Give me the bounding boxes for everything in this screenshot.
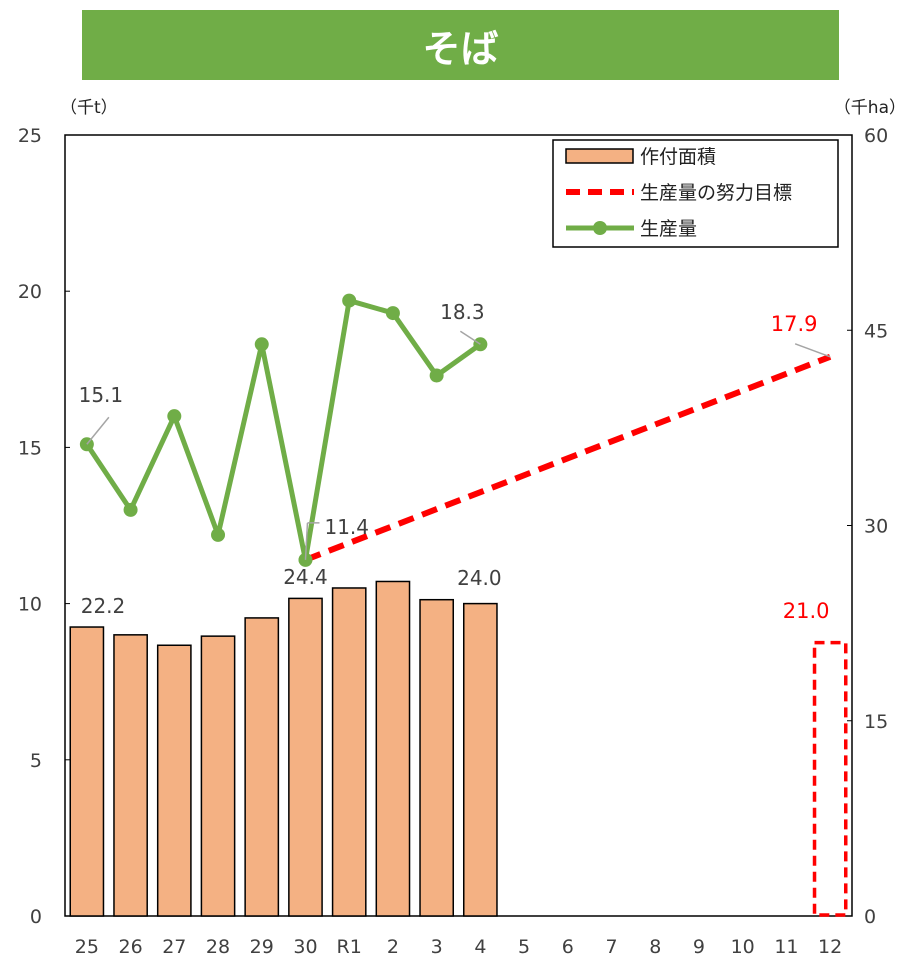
x-tick-label: R1	[337, 936, 362, 958]
bar-series-planted-area	[69, 580, 498, 917]
x-tick-label: 28	[206, 936, 230, 958]
bar	[375, 580, 411, 917]
x-tick-label: 4	[474, 936, 486, 958]
x-tick-label: 3	[431, 936, 443, 958]
x-tick-label: 26	[118, 936, 142, 958]
right-tick-label: 30	[864, 516, 888, 538]
production-marker	[385, 306, 400, 321]
bar	[462, 602, 498, 917]
production-line	[84, 298, 482, 563]
left-axis-unit: （千t）	[60, 98, 118, 118]
legend-label: 生産量	[640, 218, 697, 240]
x-tick-label: 8	[649, 936, 661, 958]
target-bar-series	[812, 640, 848, 917]
left-tick-label: 20	[18, 281, 42, 303]
x-tick-label: 29	[250, 936, 274, 958]
left-tick-label: 0	[30, 906, 42, 928]
x-tick-label: 11	[774, 936, 798, 958]
bar	[69, 626, 105, 917]
x-tick-label: 7	[605, 936, 617, 958]
x-tick-label: 2	[387, 936, 399, 958]
leader-line	[794, 343, 831, 358]
chart-title: そば	[82, 10, 839, 80]
data-label: 18.3	[440, 300, 485, 324]
x-tick-label: 30	[293, 936, 317, 958]
bar	[331, 587, 367, 917]
data-label: 17.9	[771, 312, 818, 336]
right-axis-ticks: 0 15 30 45 60	[847, 125, 888, 928]
leader-line	[459, 330, 481, 345]
x-tick-label: 27	[162, 936, 186, 958]
leader-line	[304, 522, 309, 560]
production-line-series	[79, 293, 488, 567]
left-tick-label: 15	[18, 437, 42, 459]
left-tick-label: 5	[30, 750, 42, 772]
x-tick-label: 5	[518, 936, 530, 958]
target-line	[304, 354, 832, 563]
legend-label: 作付面積	[640, 146, 716, 168]
legend-swatch-bar	[565, 148, 634, 164]
data-label: 24.4	[283, 565, 328, 589]
production-marker	[342, 293, 357, 308]
bar	[288, 597, 323, 917]
legend-swatch-marker	[593, 221, 607, 235]
bar	[244, 617, 280, 917]
legend-label: 生産量の努力目標	[640, 182, 792, 204]
bar	[113, 634, 148, 917]
data-label: 22.2	[81, 594, 126, 618]
bar	[200, 635, 236, 917]
left-tick-label: 25	[18, 125, 42, 147]
right-tick-label: 15	[864, 711, 888, 733]
right-axis-unit: （千ha）	[834, 98, 906, 118]
x-tick-label: 9	[693, 936, 705, 958]
x-axis-ticks: 25 26 27 28 29 30 R1 2 3 4 5 6 7 8 9 10 11 12	[75, 936, 842, 958]
data-label: 24.0	[457, 566, 502, 590]
plot-area	[64, 134, 853, 917]
leader-line	[86, 416, 110, 445]
target-line-series	[304, 354, 832, 563]
x-tick-label: 25	[75, 936, 99, 958]
production-marker	[123, 502, 138, 517]
x-tick-label: 10	[731, 936, 755, 958]
production-marker	[167, 409, 182, 424]
production-marker	[429, 368, 444, 383]
bar	[419, 598, 455, 917]
x-tick-label: 6	[562, 936, 574, 958]
x-tick-label: 12	[818, 936, 842, 958]
data-label: 15.1	[79, 383, 124, 407]
bar	[156, 644, 192, 917]
left-axis-ticks: 0 5 10 15 20 25	[18, 125, 70, 928]
production-marker	[254, 337, 269, 352]
right-tick-label: 0	[864, 906, 876, 928]
right-tick-label: 60	[864, 125, 888, 147]
data-label: 21.0	[783, 599, 830, 623]
left-tick-label: 10	[18, 594, 42, 616]
data-label: 11.4	[324, 515, 369, 539]
right-tick-label: 45	[864, 320, 888, 342]
production-marker	[211, 527, 226, 542]
data-labels: 15.1 11.4 18.3 22.2 24.4 24.0 17.9 21.0	[79, 300, 831, 623]
target-bar	[812, 640, 848, 917]
